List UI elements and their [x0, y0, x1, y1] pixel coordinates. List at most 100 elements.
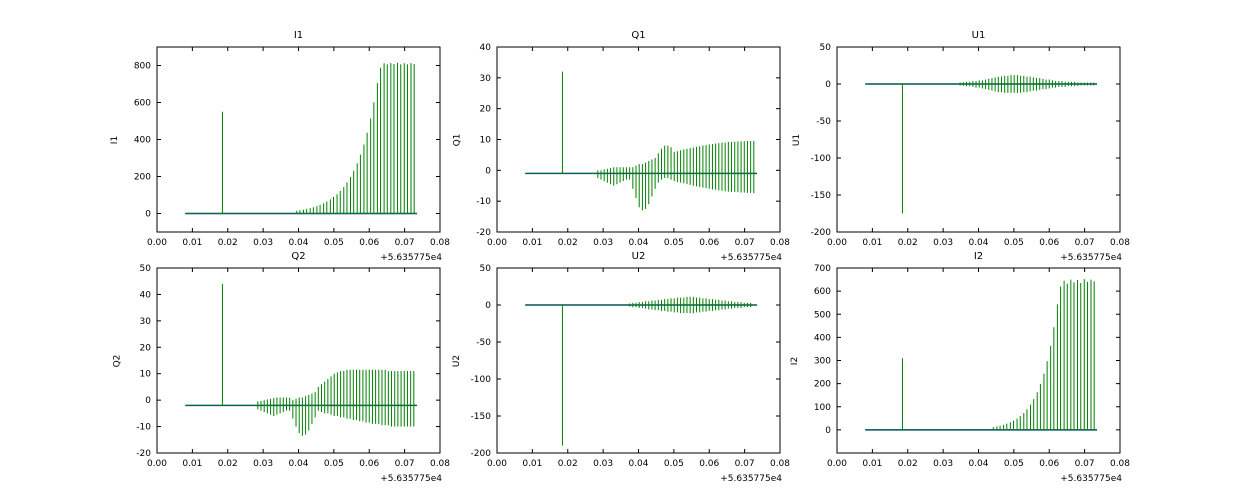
svg-text:800: 800 — [134, 62, 151, 72]
svg-text:0.02: 0.02 — [218, 459, 238, 469]
svg-text:0.08: 0.08 — [1110, 459, 1130, 469]
subplot-title: I2 — [973, 251, 984, 262]
plot-area: 0.00 0.01 0.02 0.03 0.04 0.05 0.06 0.07 0.08 -20 -… — [136, 264, 450, 469]
svg-text:0.07: 0.07 — [1075, 238, 1095, 248]
subplot-title: U1 — [971, 30, 986, 41]
svg-text:50: 50 — [480, 264, 492, 274]
svg-text:30: 30 — [480, 74, 492, 84]
svg-text:-100: -100 — [471, 375, 492, 385]
subplot-title: U2 — [631, 251, 646, 262]
svg-text:0.05: 0.05 — [1004, 459, 1024, 469]
svg-text:20: 20 — [140, 343, 152, 353]
svg-text:0.06: 0.06 — [699, 459, 719, 469]
svg-text:30: 30 — [140, 317, 152, 327]
svg-text:400: 400 — [134, 136, 151, 146]
svg-text:-10: -10 — [476, 197, 491, 207]
svg-text:0.02: 0.02 — [898, 459, 918, 469]
svg-text:-200: -200 — [811, 228, 832, 238]
svg-text:0.06: 0.06 — [699, 238, 719, 248]
subplot-title: I1 — [293, 30, 304, 41]
svg-text:0.03: 0.03 — [593, 238, 613, 248]
svg-text:0.06: 0.06 — [1039, 459, 1059, 469]
svg-text:40: 40 — [140, 290, 152, 300]
x-axis-offset-label: +5.635775e4 — [720, 474, 782, 484]
subplot-i2: I2 I2 0.00 0.01 0.02 0.03 0.04 0.05 0.06 0.07 0.… — [790, 251, 1130, 484]
svg-text:0: 0 — [825, 426, 831, 436]
svg-text:50: 50 — [140, 264, 152, 274]
x-axis-offset-label: +5.635775e4 — [380, 253, 442, 263]
svg-text:0.02: 0.02 — [558, 238, 578, 248]
svg-text:0.01: 0.01 — [182, 459, 202, 469]
svg-text:0.08: 0.08 — [770, 459, 790, 469]
svg-text:0.05: 0.05 — [664, 238, 684, 248]
svg-text:0.04: 0.04 — [968, 459, 988, 469]
x-axis-offset-label: +5.635775e4 — [1060, 474, 1122, 484]
svg-text:0.04: 0.04 — [288, 459, 308, 469]
svg-text:0.08: 0.08 — [1110, 238, 1130, 248]
svg-text:300: 300 — [814, 357, 831, 367]
svg-text:0.07: 0.07 — [1075, 459, 1095, 469]
plot-area: 0.00 0.01 0.02 0.03 0.04 0.05 0.06 0.07 0.08 0 200… — [134, 46, 450, 248]
svg-text:40: 40 — [480, 43, 492, 53]
svg-text:10: 10 — [480, 136, 492, 146]
svg-text:700: 700 — [814, 264, 831, 274]
svg-text:0: 0 — [825, 80, 831, 90]
x-axis-offset-label: +5.635775e4 — [720, 253, 782, 263]
svg-text:200: 200 — [814, 380, 831, 390]
subplot-q1: Q1 Q1 0.00 0.01 0.02 0.03 0.04 0.05 0.06 0.07 0.… — [452, 30, 790, 263]
svg-text:0.00: 0.00 — [487, 459, 507, 469]
svg-text:10: 10 — [140, 370, 152, 380]
svg-text:0.07: 0.07 — [735, 459, 755, 469]
svg-text:-100: -100 — [811, 154, 832, 164]
svg-text:200: 200 — [134, 173, 151, 183]
svg-text:0.06: 0.06 — [1039, 238, 1059, 248]
svg-text:500: 500 — [814, 310, 831, 320]
svg-text:600: 600 — [134, 99, 151, 109]
svg-text:0.05: 0.05 — [664, 459, 684, 469]
svg-text:0.02: 0.02 — [558, 459, 578, 469]
x-axis-offset-label: +5.635775e4 — [380, 474, 442, 484]
svg-text:0.03: 0.03 — [253, 459, 273, 469]
svg-text:-150: -150 — [811, 191, 832, 201]
plot-area: 0.00 0.01 0.02 0.03 0.04 0.05 0.06 0.07 0.08 -20 -… — [476, 43, 790, 248]
subplot-i1: I1 I1 0.00 0.01 0.02 0.03 0.04 0.05 0.06 0.07 0.… — [110, 30, 450, 263]
svg-text:0.06: 0.06 — [359, 459, 379, 469]
svg-text:0.01: 0.01 — [522, 459, 542, 469]
subplot-u1: U1 U1 0.00 0.01 0.02 0.03 0.04 0.05 0.06 0.07 0.… — [792, 30, 1130, 263]
svg-text:0.07: 0.07 — [395, 459, 415, 469]
svg-text:-10: -10 — [136, 423, 151, 433]
svg-text:-20: -20 — [476, 228, 491, 238]
svg-text:-200: -200 — [471, 449, 492, 459]
svg-text:0.08: 0.08 — [770, 238, 790, 248]
svg-text:0.06: 0.06 — [359, 238, 379, 248]
svg-text:0.03: 0.03 — [593, 459, 613, 469]
svg-text:0.04: 0.04 — [288, 238, 308, 248]
svg-text:0.04: 0.04 — [628, 238, 648, 248]
svg-text:600: 600 — [814, 287, 831, 297]
svg-text:-50: -50 — [476, 338, 491, 348]
svg-text:0.00: 0.00 — [487, 238, 507, 248]
svg-text:0.03: 0.03 — [933, 238, 953, 248]
svg-text:0.08: 0.08 — [430, 238, 450, 248]
x-axis-offset-label: +5.635775e4 — [1060, 253, 1122, 263]
svg-text:100: 100 — [814, 403, 831, 413]
svg-text:0.05: 0.05 — [324, 238, 344, 248]
svg-text:0.03: 0.03 — [253, 238, 273, 248]
svg-text:0.08: 0.08 — [430, 459, 450, 469]
svg-text:0.00: 0.00 — [827, 459, 847, 469]
plot-area: 0.00 0.01 0.02 0.03 0.04 0.05 0.06 0.07 0.08 -200… — [471, 264, 791, 469]
svg-text:0.00: 0.00 — [827, 238, 847, 248]
plot-area: 0.00 0.01 0.02 0.03 0.04 0.05 0.06 0.07 0.08 -200… — [811, 43, 1131, 248]
svg-text:0.01: 0.01 — [862, 238, 882, 248]
subplot-title: Q1 — [631, 30, 646, 41]
svg-text:0.05: 0.05 — [324, 459, 344, 469]
svg-text:0.02: 0.02 — [218, 238, 238, 248]
svg-text:400: 400 — [814, 333, 831, 343]
svg-text:0: 0 — [145, 210, 151, 220]
subplot-title: Q2 — [291, 251, 306, 262]
svg-text:0.01: 0.01 — [182, 238, 202, 248]
svg-text:0.04: 0.04 — [968, 238, 988, 248]
svg-text:0.01: 0.01 — [522, 238, 542, 248]
subplot-q2: Q2 Q2 0.00 0.01 0.02 0.03 0.04 0.05 0.06 0.07 0.… — [112, 251, 450, 484]
